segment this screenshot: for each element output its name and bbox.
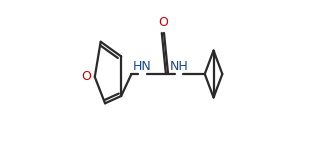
Text: HN: HN <box>133 59 152 73</box>
Text: O: O <box>81 70 91 83</box>
Text: O: O <box>158 16 168 29</box>
Text: NH: NH <box>170 59 188 73</box>
